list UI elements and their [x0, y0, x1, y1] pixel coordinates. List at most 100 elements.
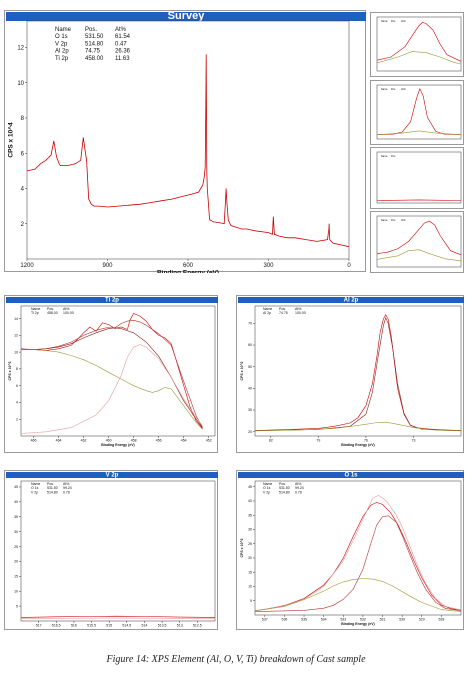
chart-title-bar	[6, 12, 366, 21]
v2p-thumbnail-panel: Name Pos.	[370, 147, 464, 209]
table-cell: 74.75	[85, 49, 101, 55]
x-axis-label: Binding Energy (eV)	[341, 622, 374, 626]
chart-title: O 1s	[344, 473, 358, 479]
series-line-0	[376, 88, 462, 135]
table-header: Pos.	[279, 482, 286, 486]
x-tick-label: 535	[301, 618, 307, 622]
al2p-chart: Al 2p 82 79 76 73 20 30 40 50 60 70 Binding Energy …	[238, 297, 464, 447]
x-tick-label: 462	[81, 439, 87, 443]
y-tick-label: 40	[248, 499, 252, 503]
table-cell: 74.75	[279, 311, 288, 315]
x-tick-label: 512.5	[193, 624, 202, 628]
table-cell: 514.80	[85, 41, 104, 47]
table-cell: 11.63	[115, 56, 130, 62]
plot-frame	[254, 480, 462, 616]
y-tick-label: 12	[14, 334, 18, 338]
y-tick-label: 6	[21, 151, 25, 157]
x-tick-label: 513.5	[158, 624, 167, 628]
plot-frame	[20, 480, 216, 622]
al2p-thumbnail-chart: Name Pos. At%	[376, 84, 462, 140]
y-tick-label: 60	[248, 343, 252, 347]
x-tick-label: 466	[31, 439, 37, 443]
series-line-1	[21, 319, 203, 428]
series-line-1	[376, 130, 462, 135]
x-tick-label: 458	[131, 439, 137, 443]
chart-title: Ti 2p	[105, 298, 119, 304]
x-axis-label: Binding Energy (eV)	[101, 443, 134, 447]
x-tick-label: 464	[56, 439, 62, 443]
series-line-0	[26, 54, 350, 248]
ti2p-thumbnail-panel: Name Pos. At%	[370, 211, 464, 273]
series-line-1	[376, 249, 462, 262]
table-header: Pos.	[391, 155, 396, 158]
series-line-0	[376, 220, 462, 256]
x-tick-label: 515	[106, 624, 112, 628]
table-header: Pos.	[85, 27, 97, 33]
x-tick-label: 513	[177, 624, 183, 628]
y-tick-label: 70	[248, 322, 252, 326]
table-cell: 0.76	[63, 490, 70, 494]
plot-frame	[26, 20, 350, 260]
table-cell: Al 2p	[263, 311, 271, 315]
chart-title-bar	[6, 472, 218, 478]
y-axis-label: CPS x 10^3	[240, 538, 244, 557]
y-tick-label: 30	[248, 408, 252, 412]
x-axis-label: Binding Energy (eV)	[341, 443, 374, 447]
plot-frame	[20, 305, 216, 437]
y-tick-label: 20	[248, 556, 252, 560]
al2p-thumbnail-panel: Name Pos. At%	[370, 80, 464, 145]
plot-frame	[254, 305, 462, 437]
series-line-1	[254, 317, 462, 431]
y-tick-label: 30	[14, 530, 18, 534]
chart-title-bar	[238, 472, 464, 478]
v2p-chart-panel: V 2p 517 516.5 516 515.5 515 514.5 514 513.5 513 5…	[4, 470, 218, 630]
x-tick-label: 1200	[20, 263, 34, 269]
y-tick-label: 15	[248, 570, 252, 574]
table-cell: 0.47	[115, 41, 127, 47]
table-header: At%	[115, 27, 127, 33]
y-tick-label: 6	[16, 384, 18, 388]
y-tick-label: 35	[14, 515, 18, 519]
y-tick-label: 40	[248, 387, 252, 391]
chart-title: Al 2p	[344, 298, 359, 304]
o1s-thumbnail-chart: Name Pos. At%	[376, 16, 462, 72]
table-cell: V 2p	[55, 41, 68, 47]
plot-frame	[376, 84, 462, 140]
table-cell: 0.76	[295, 490, 302, 494]
table-header: Name	[55, 27, 72, 33]
x-tick-label: 537	[262, 618, 268, 622]
x-tick-label: 529	[419, 618, 425, 622]
chart-title: V 2p	[106, 473, 119, 479]
table-header: Name	[381, 155, 388, 158]
table-header: At%	[401, 219, 406, 222]
series-line-0	[254, 314, 462, 431]
x-tick-label: 530	[399, 618, 405, 622]
y-tick-label: 25	[248, 542, 252, 546]
table-cell: 99.24	[295, 486, 304, 490]
x-tick-label: 79	[316, 439, 320, 443]
y-axis-label: CPS x 10^3	[8, 361, 12, 380]
y-tick-label: 12	[17, 46, 24, 52]
x-tick-label: 515.5	[87, 624, 96, 628]
y-tick-label: 8	[16, 367, 18, 371]
table-header: Pos.	[391, 20, 396, 23]
table-cell: 100.00	[295, 311, 306, 315]
x-tick-label: 460	[106, 439, 112, 443]
x-tick-label: 531	[380, 618, 386, 622]
table-cell: 531.50	[47, 486, 58, 490]
table-header: At%	[295, 482, 301, 486]
table-cell: Al 2p	[55, 49, 69, 55]
table-cell: 26.36	[115, 49, 131, 55]
y-tick-label: 25	[14, 545, 18, 549]
x-tick-label: 452	[206, 439, 212, 443]
y-tick-label: 30	[248, 528, 252, 532]
chart-title-bar	[238, 297, 464, 303]
table-cell: 531.50	[279, 486, 290, 490]
table-cell: O 1s	[31, 486, 39, 490]
series-line-1	[20, 617, 216, 619]
table-header: Pos.	[279, 307, 286, 311]
table-header: At%	[63, 307, 69, 311]
y-tick-label: 8	[21, 116, 25, 122]
plot-frame	[376, 16, 462, 72]
